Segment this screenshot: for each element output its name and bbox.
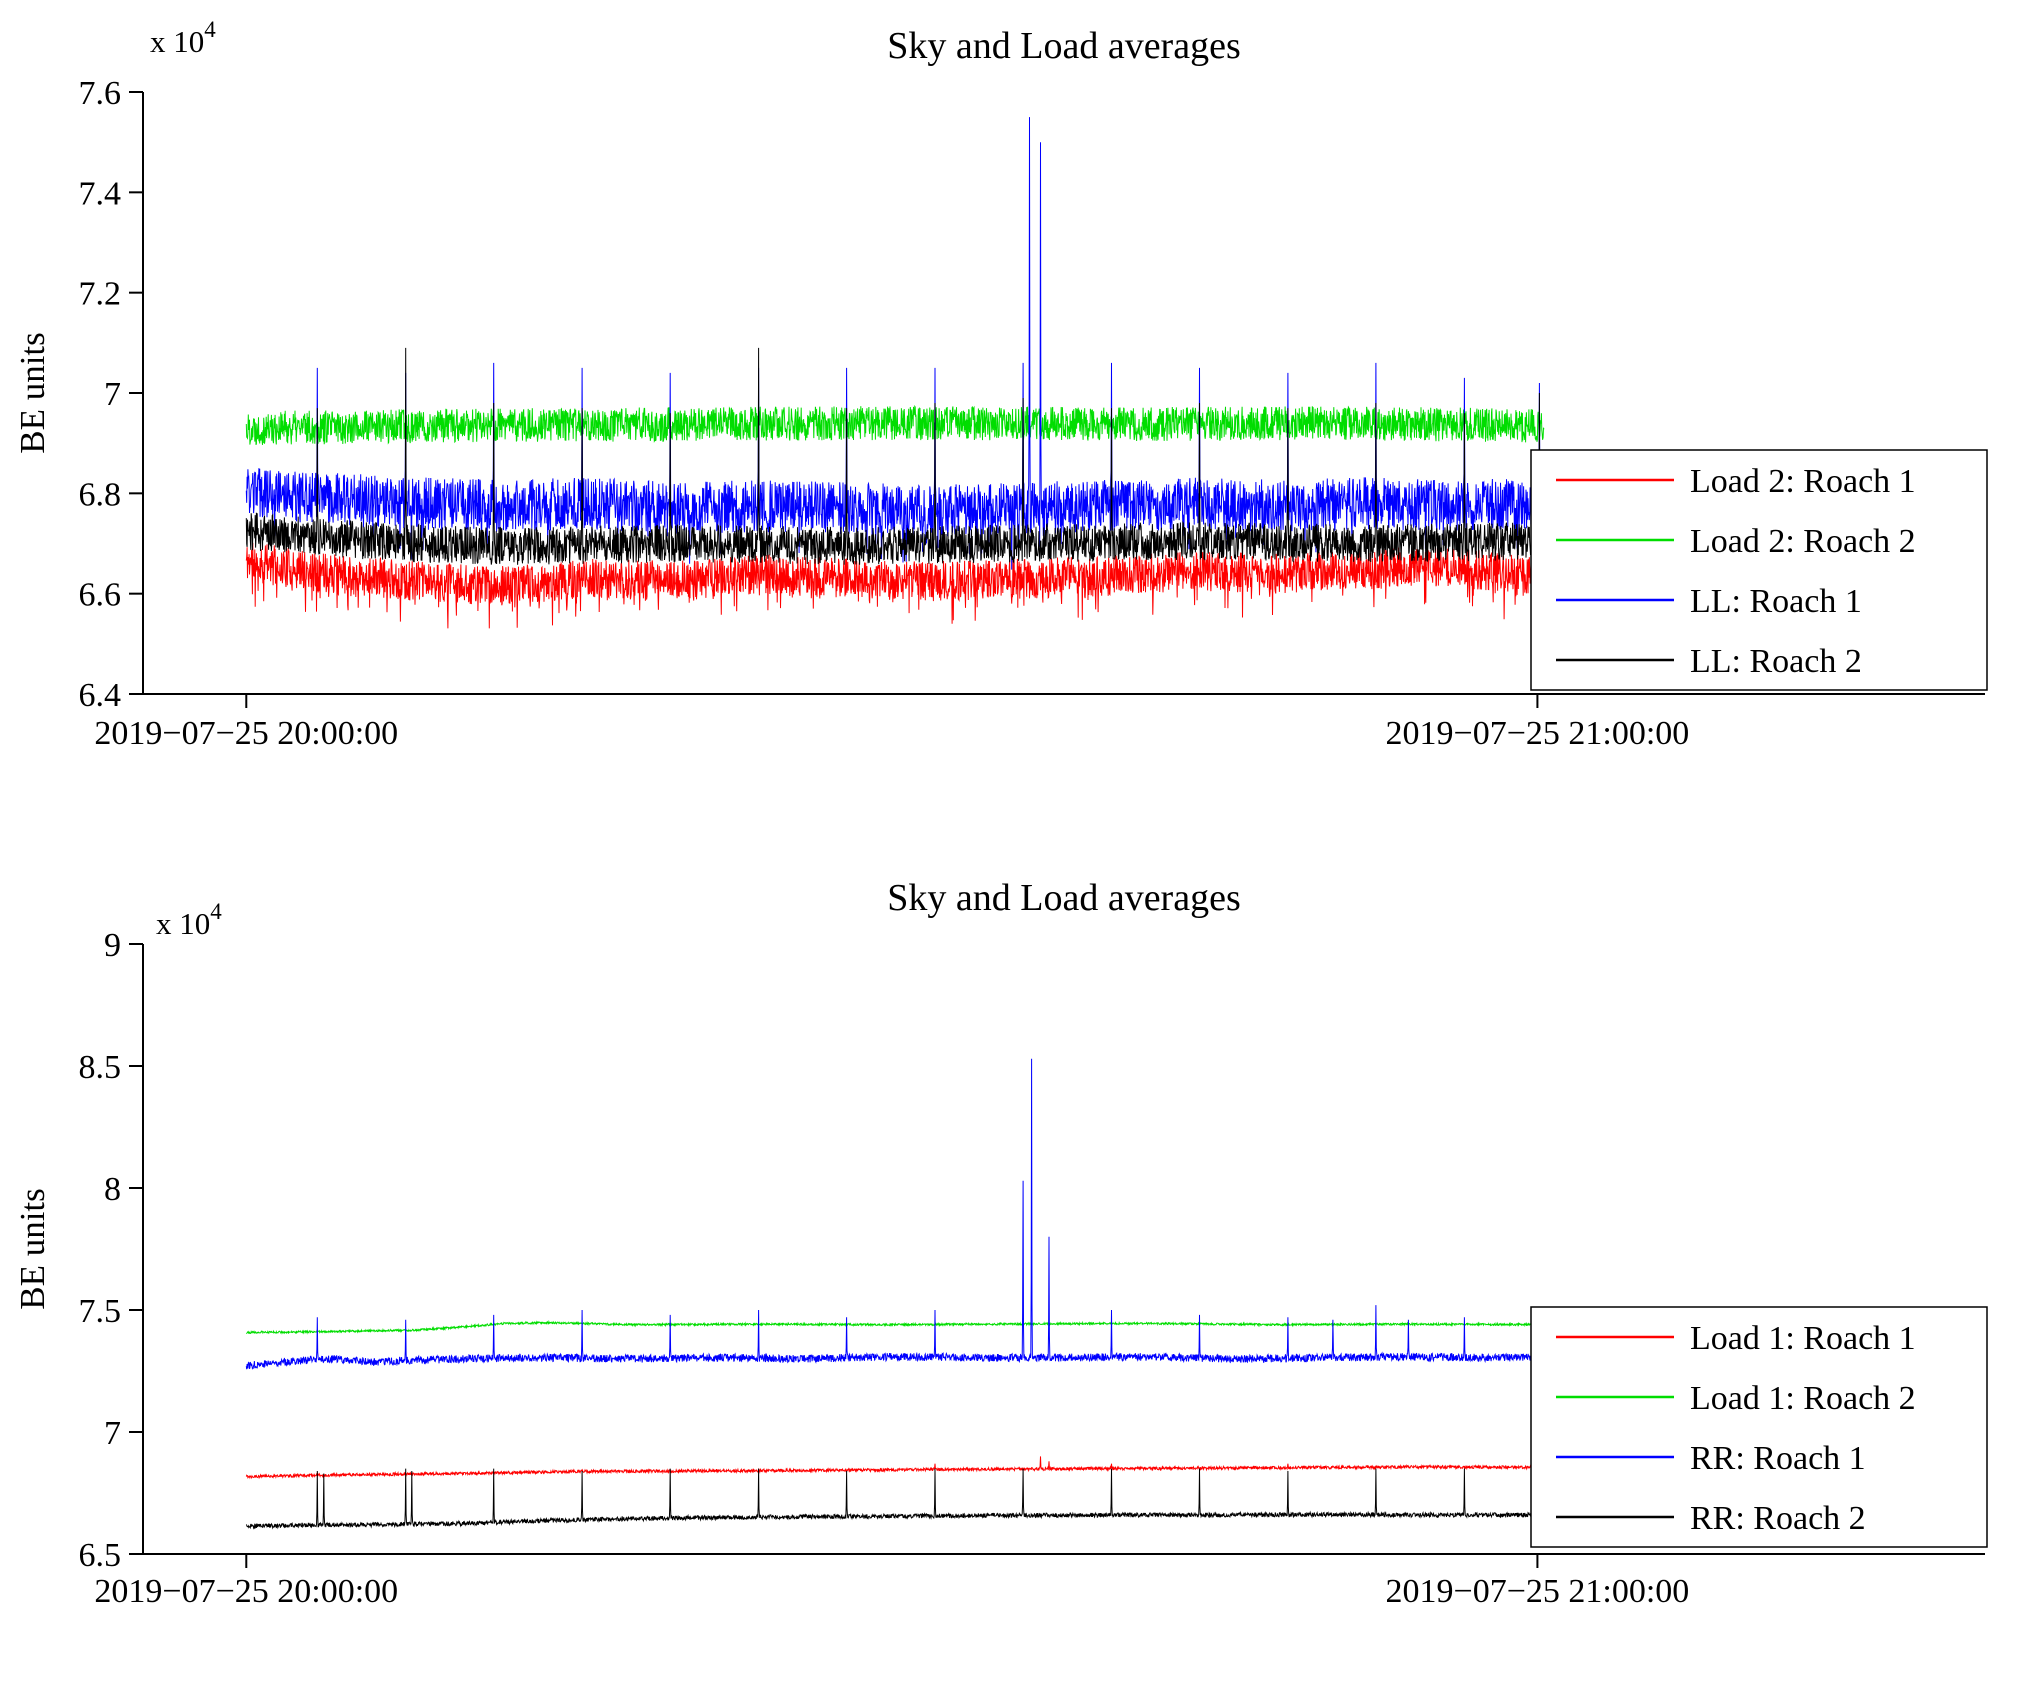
series-line-load-1-roach-2 (245, 1319, 1545, 1335)
legend-entry-label: Load 1: Roach 1 (1690, 1320, 1916, 1357)
legend-entry-label: LL: Roach 2 (1690, 643, 1862, 680)
y-tick-label: 6.6 (79, 577, 122, 614)
bottom-chart-title: Sky and Load averages (887, 877, 1241, 919)
series-line-rr-roach-2 (245, 1468, 1545, 1530)
y-tick-label: 6.8 (79, 476, 122, 513)
top-chart-plot-area: x 104 6.4 6.6 6.8 7 7.2 7.4 7.6 2019−07−25 20:00… (79, 17, 1988, 752)
legend-entry-label: Load 2: Roach 2 (1690, 523, 1916, 560)
legend-entry-label: Load 2: Roach 1 (1690, 463, 1916, 500)
bottom-chart-plot-area: x 104 6.5 7 7.5 8 8.5 9 2019−07−25 20:00:00 2019… (79, 899, 1988, 1610)
x-tick-label: 2019−07−25 20:00:00 (94, 715, 398, 752)
y-tick-label: 8.5 (79, 1049, 122, 1086)
series-line-ll-roach-1 (245, 117, 1545, 570)
series-line-load-1-roach-1 (245, 1456, 1545, 1480)
x-tick-label: 2019−07−25 21:00:00 (1386, 715, 1690, 752)
bottom-chart-y-axis-label: BE units (13, 1188, 52, 1310)
top-chart-y-axis-label: BE units (13, 332, 52, 454)
series-line-load-2-roach-2 (245, 404, 1545, 446)
bottom-chart: Sky and Load averages BE units x 104 6.5 7… (13, 877, 1988, 1610)
y-tick-label: 7 (104, 1415, 121, 1452)
y-axis-scale-label: x 104 (156, 899, 222, 941)
y-tick-label: 7.4 (79, 175, 122, 212)
legend-entry-label: RR: Roach 1 (1690, 1440, 1866, 1477)
y-tick-label: 7.6 (79, 75, 122, 112)
y-tick-label: 7 (104, 376, 121, 413)
top-chart-title: Sky and Load averages (887, 25, 1241, 67)
legend-entry-label: LL: Roach 1 (1690, 583, 1862, 620)
x-tick-label: 2019−07−25 20:00:00 (94, 1573, 398, 1610)
y-tick-label: 8 (104, 1171, 121, 1208)
y-tick-label: 9 (104, 927, 121, 964)
legend-entry-label: RR: Roach 2 (1690, 1500, 1866, 1537)
series-line-ll-roach-2 (245, 347, 1545, 565)
legend-box (1530, 1306, 1988, 1548)
top-chart: Sky and Load averages BE units x 104 6.4 6… (13, 17, 1988, 752)
y-axis-scale-label: x 104 (150, 17, 216, 59)
legend-entry-label: Load 1: Roach 2 (1690, 1380, 1916, 1417)
legend-box (1530, 449, 1988, 691)
series-line-rr-roach-1 (245, 1058, 1545, 1370)
series-line-load-2-roach-1 (245, 542, 1545, 629)
x-tick-label: 2019−07−25 21:00:00 (1386, 1573, 1690, 1610)
y-tick-label: 7.2 (79, 276, 122, 313)
y-tick-label: 7.5 (79, 1293, 122, 1330)
y-tick-label: 6.5 (79, 1537, 122, 1574)
y-tick-label: 6.4 (79, 677, 122, 714)
